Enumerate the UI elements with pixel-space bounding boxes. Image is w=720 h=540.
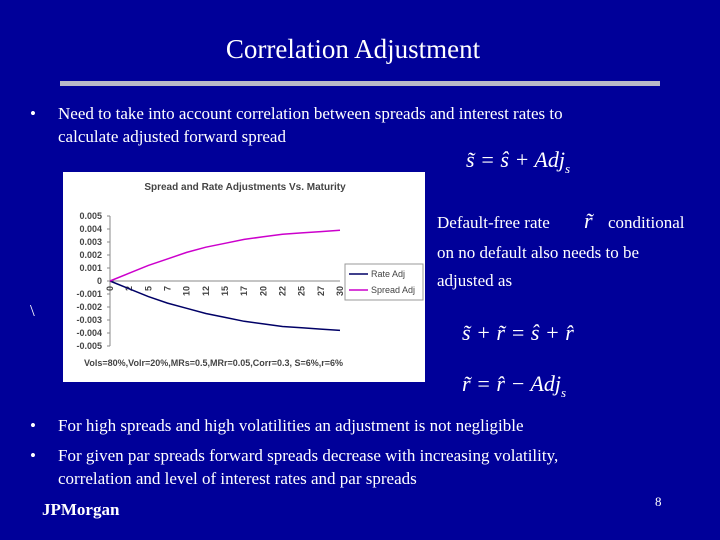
x-tick-label: 7 [163,286,173,291]
side-text: on no default also needs to be [437,243,639,262]
y-tick-label: 0.003 [79,237,102,247]
slide-title: Correlation Adjustment [226,34,481,64]
y-tick-label: -0.001 [76,289,102,299]
y-tick-label: 0.001 [79,263,102,273]
x-tick-label: 22 [278,286,288,296]
x-tick-label: 12 [201,286,211,296]
chart-title: Spread and Rate Adjustments Vs. Maturity [144,182,346,193]
y-tick-label: 0.002 [79,250,102,260]
x-tick-label: 25 [297,286,307,296]
stray-char: \ [30,301,35,320]
bullet-text: For given par spreads forward spreads de… [58,446,558,465]
formula-sub: s [561,385,566,400]
y-tick-label: -0.004 [76,328,102,338]
title-rule [60,81,660,86]
formula-main: r̃ = r̂ − Adj [462,371,561,396]
y-tick-label: 0 [97,276,102,286]
x-tick-label: 30 [335,286,345,296]
legend-box [344,263,424,301]
x-tick-label: 5 [143,286,153,291]
bullet-text: correlation and level of interest rates … [58,469,417,488]
legend-label: Spread Adj [371,285,415,295]
series-line [109,280,341,332]
x-tick-label: 15 [220,286,230,296]
chart-note: Vols=80%,Volr=20%,MRs=0.5,MRr=0.05,Corr=… [84,358,343,368]
formula: s̃ + r̃ = ŝ + r̂ [462,320,574,345]
y-tick-label: 0.005 [79,211,102,221]
x-tick-label: 27 [316,286,326,296]
x-tick-label: 10 [182,286,192,296]
x-tick-label: 0 [105,286,115,291]
bullet-dot: • [30,446,36,465]
formula: s̃ = ŝ + Adjs [466,147,570,176]
x-tick-label: 20 [258,286,268,296]
side-symbol: r̃ [584,208,594,233]
formula-main: s̃ = ŝ + Adj [466,147,565,172]
bullet-text: Need to take into account correlation be… [58,104,563,123]
bullet-text: For high spreads and high volatilities a… [58,416,524,435]
page-number: 8 [655,494,662,509]
bullet-text: calculate adjusted forward spread [58,127,286,146]
y-tick-label: -0.002 [76,302,102,312]
y-tick-label: -0.005 [76,341,102,351]
legend-label: Rate Adj [371,269,405,279]
side-text: Default-free rate [437,213,550,232]
series-line [109,229,341,282]
y-tick-label: -0.003 [76,315,102,325]
bullet-dot: • [30,104,36,123]
bullet-dot: • [30,416,36,435]
x-tick-label: 17 [239,286,249,296]
side-text: adjusted as [437,271,512,290]
side-text: conditional [608,213,685,232]
y-tick-label: 0.004 [79,224,102,234]
formula-sub: s [565,161,570,176]
formula: r̃ = r̂ − Adjs [462,371,566,400]
footer: JPMorgan [42,500,120,519]
